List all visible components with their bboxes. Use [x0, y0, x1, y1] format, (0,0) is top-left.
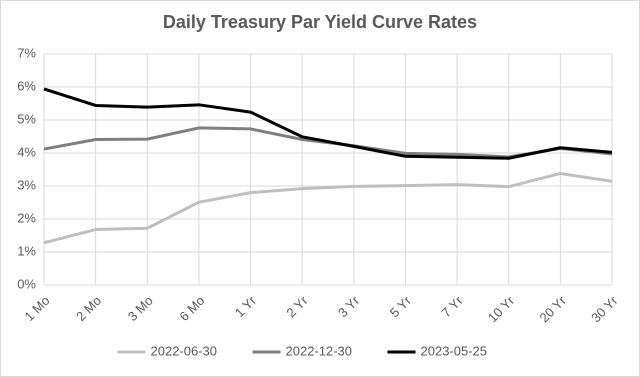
y-tick-label: 2% — [17, 210, 36, 225]
chart-title: Daily Treasury Par Yield Curve Rates — [163, 12, 477, 32]
series-line — [43, 87, 613, 160]
y-tick-label: 3% — [17, 177, 36, 192]
legend-label: 2023-05-25 — [421, 343, 488, 358]
y-tick-label: 5% — [17, 111, 36, 126]
legend-label: 2022-06-30 — [151, 343, 218, 358]
y-tick-label: 0% — [17, 276, 36, 291]
y-tick-label: 7% — [17, 45, 36, 60]
series-line — [43, 171, 613, 245]
y-tick-label: 6% — [17, 78, 36, 93]
y-tick-label: 4% — [17, 144, 36, 159]
legend-label: 2022-12-30 — [286, 343, 353, 358]
y-tick-label: 1% — [17, 243, 36, 258]
